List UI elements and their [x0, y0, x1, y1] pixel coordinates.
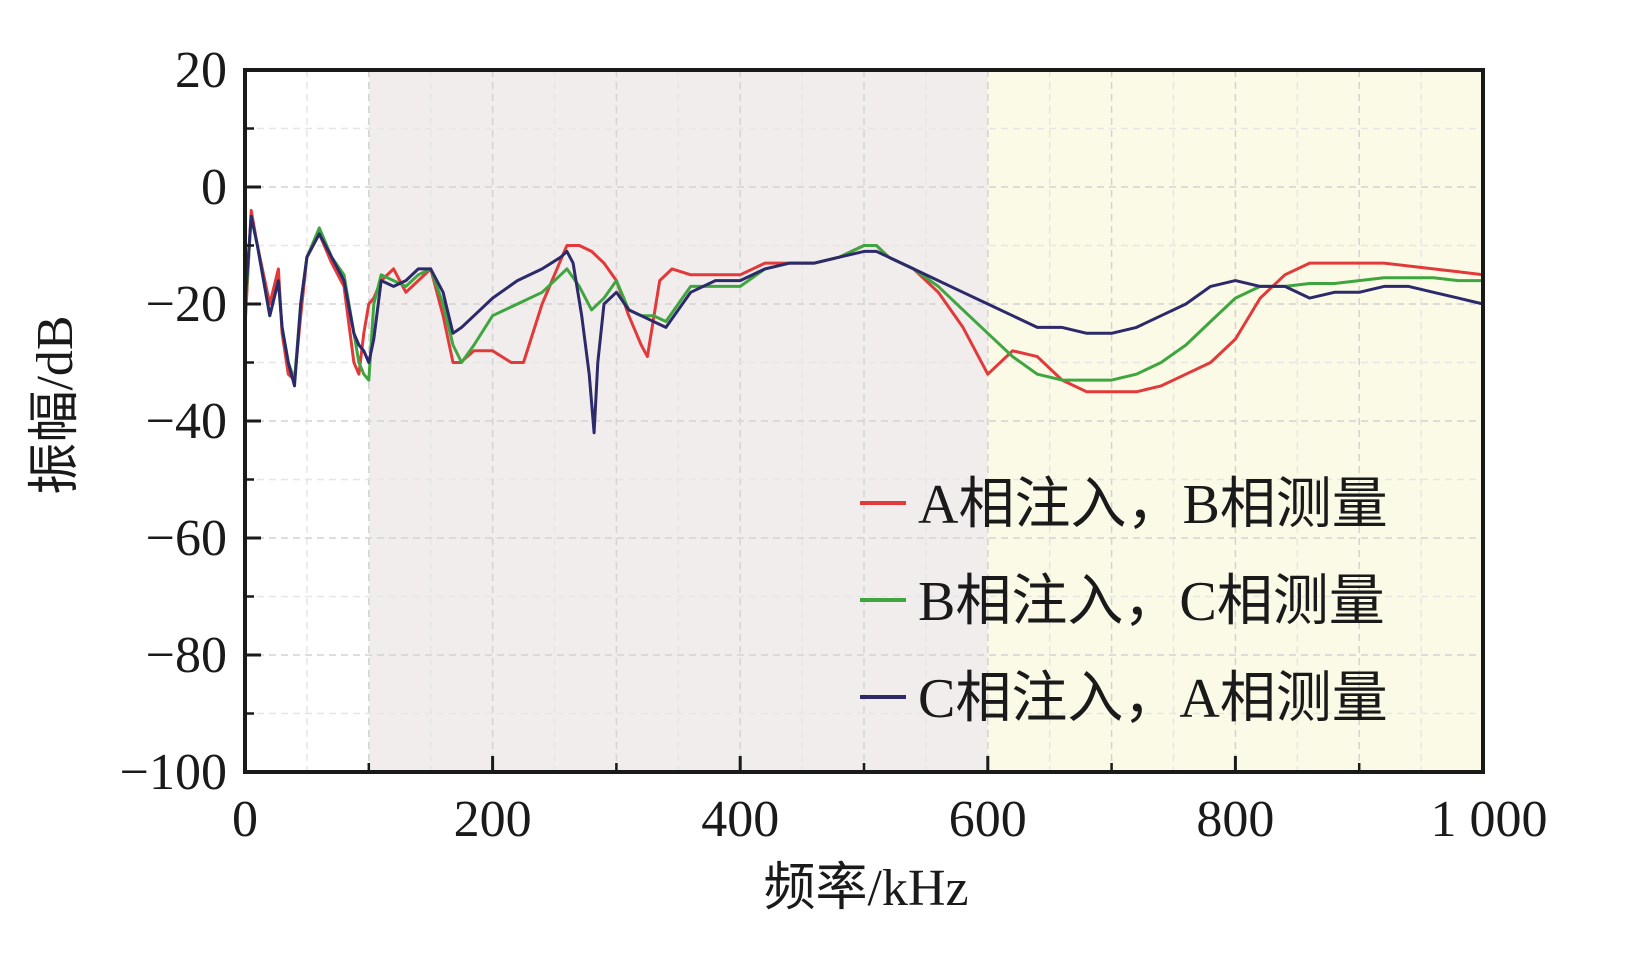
legend-label-1: A相注入，B相测量: [918, 474, 1388, 536]
y-tick-label: −100: [120, 744, 227, 801]
x-tick-label: 0: [232, 791, 258, 848]
y-tick-label: −20: [146, 276, 227, 333]
y-tick-label: −40: [146, 393, 227, 450]
axis-ticks: [243, 68, 1485, 774]
series-line-1: [243, 208, 1484, 394]
x-tick-label: 1 000: [1431, 791, 1548, 848]
x-tick-label: 200: [454, 791, 532, 848]
legend-label-3: C相注入，A相测量: [918, 668, 1388, 730]
legend-label-2: B相注入，C相测量: [918, 571, 1385, 633]
y-tick-label: −60: [146, 510, 227, 567]
series-line-3: [243, 214, 1484, 435]
y-axis-title: 振幅/dB: [27, 315, 84, 494]
legend: A相注入，B相测量 B相注入，C相测量 C相注入，A相测量: [860, 474, 1388, 730]
x-axis-title: 频率/kHz: [763, 860, 968, 917]
x-tick-label: 400: [701, 791, 779, 848]
y-tick-label: −80: [146, 627, 227, 684]
x-tick-label: 600: [949, 791, 1027, 848]
x-tick-label: 800: [1196, 791, 1274, 848]
y-tick-label: 20: [175, 42, 227, 99]
y-tick-label: 0: [201, 159, 227, 216]
series-layer: [243, 208, 1484, 435]
